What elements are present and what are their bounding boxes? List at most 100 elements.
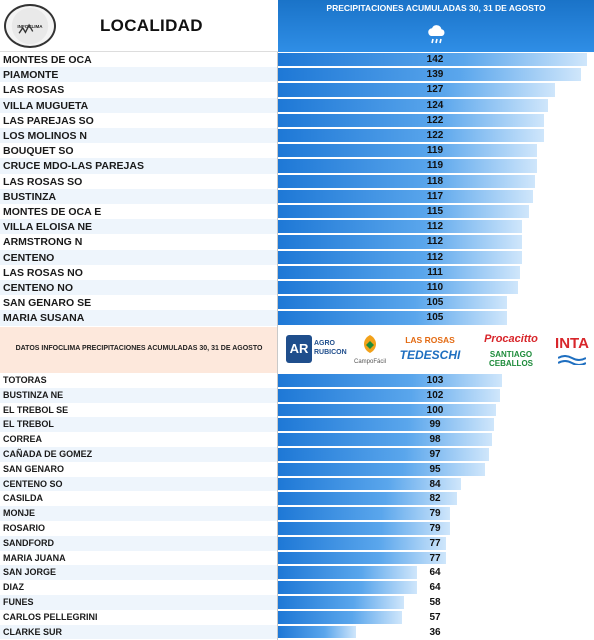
precipitation-bar (278, 536, 446, 550)
precipitation-value: 112 (426, 251, 444, 263)
table-row: SAN JORGE 64 (0, 565, 594, 581)
precipitation-value: 84 (429, 478, 441, 490)
precipitation-value: 77 (429, 537, 441, 549)
locality-name: LAS PAREJAS SO (3, 114, 94, 127)
locality-name: CARLOS PELLEGRINI (3, 611, 98, 622)
precipitation-value: 36 (429, 626, 441, 638)
row-band (0, 624, 278, 640)
locality-name: LAS ROSAS NO (3, 266, 83, 279)
precipitation-bar (278, 477, 461, 491)
row-band (0, 461, 278, 477)
infoclima-logo: INFOCLIMA (4, 4, 56, 48)
agro-rubicon-line1: AGRO (314, 340, 335, 347)
table-row: PIAMONTE 139 (0, 67, 594, 83)
table-row: LAS ROSAS NO 111 (0, 264, 594, 280)
precipitation-value: 79 (429, 508, 441, 520)
table-row: CENTENO SO 84 (0, 476, 594, 492)
locality-name: MARIA SUSANA (3, 312, 85, 325)
inta-wave-icon (558, 355, 586, 365)
table-row: BUSTINZA 117 (0, 188, 594, 204)
table-row: SAN GENARO SE 105 (0, 295, 594, 311)
precipitation-bar (278, 566, 417, 580)
locality-name: ROSARIO (3, 523, 46, 533)
precipitation-value: 122 (426, 130, 444, 141)
row-band (0, 52, 278, 68)
precipitation-bar (278, 522, 450, 535)
bar-track (278, 624, 594, 640)
precipitation-bar (278, 311, 507, 325)
locality-name: LAS ROSAS SO (3, 175, 83, 188)
locality-name: CAÑADA DE GOMEZ (3, 449, 93, 459)
locality-name: CENTENO SO (3, 478, 63, 489)
precipitation-value: 77 (429, 552, 441, 564)
precipitation-value: 95 (429, 463, 441, 475)
row-band (0, 128, 278, 144)
row-band (0, 82, 278, 98)
precipitation-value: 117 (426, 190, 444, 202)
row-band (0, 402, 278, 418)
inta-logo: INTA (554, 331, 590, 369)
locality-name: CORREA (3, 434, 43, 445)
campofacil-logo: CampoFácil (350, 331, 390, 369)
locality-name: BUSTINZA (3, 190, 57, 203)
locality-header: INFOCLIMA LOCALIDAD (0, 0, 278, 52)
locality-name: MONTES DE OCA (3, 54, 92, 66)
precipitation-value: 82 (429, 493, 441, 505)
table-row: CASILDA 82 (0, 491, 594, 507)
precipitation-bar (278, 159, 537, 173)
row-band (0, 310, 278, 326)
table-row: CENTENO 112 (0, 249, 594, 265)
precipitation-bar (278, 374, 502, 387)
precipitation-bar (278, 53, 587, 67)
row-band (0, 234, 278, 250)
precipitation-value: 100 (426, 404, 444, 416)
row-band (0, 112, 278, 128)
precipitation-value: 57 (429, 611, 441, 623)
precipitation-value: 142 (426, 54, 444, 65)
rain-cloud-icon (428, 25, 445, 44)
row-band (0, 491, 278, 507)
row-band (0, 373, 278, 388)
precipitation-value: 58 (429, 597, 441, 608)
precipitation-bar (278, 448, 489, 461)
locality-name: EL TREBOL SE (3, 404, 69, 415)
precipitation-bar (278, 403, 496, 417)
locality-name: SAN JORGE (3, 567, 57, 578)
agro-rubicon-text: AGRO RUBICON (314, 339, 347, 357)
row-band (0, 295, 278, 311)
row-band (0, 387, 278, 403)
locality-name: MARIA JUANA (3, 552, 66, 563)
precipitation-header: PRECIPITACIONES ACUMULADAS 30, 31 DE AGO… (278, 0, 594, 52)
precipitation-value: 103 (426, 375, 444, 386)
precipitation-value: 98 (429, 434, 441, 446)
row-band (0, 264, 278, 280)
row-band (0, 476, 278, 492)
locality-name: LOS MOLINOS N (3, 130, 87, 142)
precipitation-value: 112 (426, 236, 444, 248)
precipitation-value: 127 (426, 84, 444, 96)
precipitation-value: 97 (429, 449, 441, 460)
precipitation-bar (278, 189, 533, 203)
las-rosas-tedeschi-logo: LAS ROSAS TEDESCHI (394, 331, 466, 369)
row-band (0, 580, 278, 595)
table-row: CORREA 98 (0, 432, 594, 447)
locality-name: SAN GENARO SE (3, 297, 92, 310)
table-row: SAN GENARO 95 (0, 461, 594, 477)
precipitation-bar (278, 250, 522, 264)
table-row: FUNES 58 (0, 595, 594, 610)
row-band (0, 506, 278, 521)
row-band (0, 143, 278, 159)
locality-name: TOTORAS (3, 375, 47, 385)
precipitation-bar (278, 581, 417, 594)
precipitation-bar (278, 433, 492, 446)
precipitation-value: 102 (426, 389, 444, 401)
table-row: MARIA JUANA 77 (0, 550, 594, 566)
row-band (0, 173, 278, 189)
precipitation-bar (278, 220, 522, 234)
row-band (0, 188, 278, 204)
chart-title: PRECIPITACIONES ACUMULADAS 30, 31 DE AGO… (326, 3, 546, 13)
column-divider (277, 52, 278, 640)
precipitation-value: 122 (426, 114, 444, 126)
precipitation-value: 110 (426, 282, 444, 293)
